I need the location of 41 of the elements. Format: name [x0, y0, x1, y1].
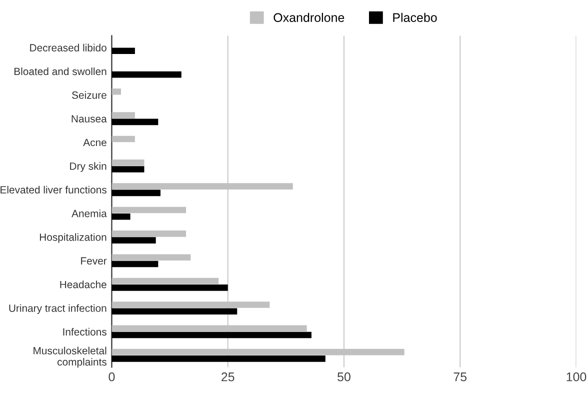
y-tick-label: Hospitalization: [40, 233, 106, 243]
y-tick-label: Musculoskeletal complaints: [34, 346, 106, 368]
bar: [112, 213, 130, 220]
bar: [112, 278, 219, 284]
bar: [112, 118, 158, 126]
bar: [112, 136, 135, 142]
y-tick-label: Nausea: [72, 115, 107, 122]
x-tick-label: 0: [108, 372, 115, 382]
y-tick-label: Elevated liver functions: [0, 186, 106, 194]
bar: [112, 206, 186, 214]
bar: [112, 284, 228, 291]
bar: [112, 48, 135, 54]
bar: [112, 166, 144, 172]
y-tick-label: Seizure: [72, 91, 106, 99]
bar: [112, 71, 182, 78]
y-tick-label: Headache: [60, 280, 106, 288]
bar: [112, 308, 238, 314]
bar: [112, 230, 186, 237]
y-tick-label: Decreased libido: [30, 44, 106, 52]
y-tick-label: Bloated and swollen: [14, 67, 106, 76]
y-tick-label: Infections: [63, 328, 106, 336]
x-tick-label: 50: [338, 372, 350, 382]
y-tick-label: Urinary tract infection: [9, 304, 106, 314]
bar: [112, 254, 191, 261]
bar: [112, 112, 135, 118]
y-tick-label: Anemia: [72, 210, 107, 218]
x-tick-label: 25: [222, 372, 234, 382]
bar: [112, 159, 144, 166]
y-tick-label: Acne: [83, 138, 106, 146]
bar: [112, 88, 122, 95]
x-tick-label: 100: [566, 372, 586, 382]
bar: [112, 332, 312, 338]
bar: [112, 237, 156, 244]
legend-label: Placebo: [393, 12, 437, 22]
bar: [112, 260, 158, 268]
bar: [112, 190, 160, 196]
x-tick-label: 75: [454, 372, 467, 382]
y-tick-label: Dry skin: [70, 162, 106, 172]
bar: [112, 356, 326, 362]
legend-label: Oxandrolone: [274, 12, 344, 22]
y-tick-label: Fever: [81, 257, 107, 265]
